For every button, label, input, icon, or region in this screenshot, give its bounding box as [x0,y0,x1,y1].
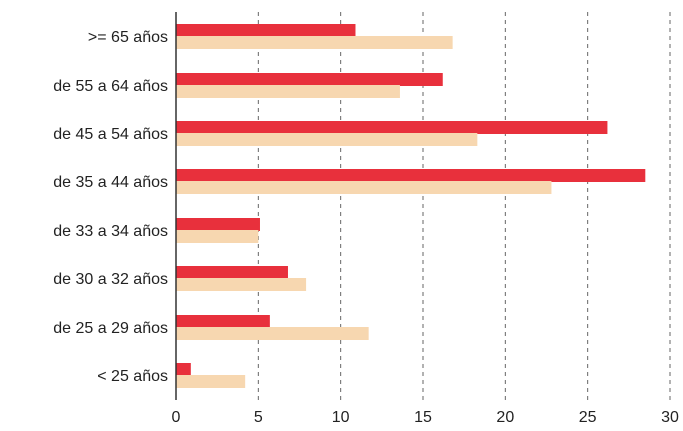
category-label: >= 65 años [88,29,168,46]
x-tick-label-15: 15 [414,409,432,426]
category-label: de 25 a 29 años [53,320,168,337]
category-label: de 55 a 64 años [53,78,168,95]
x-tick-label-25: 25 [579,409,597,426]
grid-lines [257,12,671,400]
bar-series-1-3 [176,169,646,182]
x-tick-label-5: 5 [254,409,263,426]
bar-series-2-1 [176,85,400,98]
x-tick-label-0: 0 [172,409,181,426]
category-label: de 33 a 34 años [53,223,168,240]
bar-series-2-7 [176,375,246,388]
bar-series-1-1 [176,73,443,86]
category-labels: >= 65 años de 55 a 64 años de 45 a 54 años… [53,29,168,385]
bar-series-1-6 [176,315,270,328]
bar-series-2-3 [176,181,552,194]
x-tick-labels: 0 5 10 15 20 25 30 [172,409,679,426]
x-tick-label-30: 30 [661,409,679,426]
bar-series-1-4 [176,218,260,231]
category-label: de 45 a 54 años [53,126,168,143]
bar-series-2-5 [176,278,307,291]
bar-series-2-0 [176,36,453,49]
bar-series-2-4 [176,230,259,243]
x-tick-label-20: 20 [496,409,514,426]
category-label: < 25 años [97,368,168,385]
x-tick-label-10: 10 [332,409,350,426]
bar-series-2-6 [176,327,369,340]
bars [176,24,646,388]
bar-series-1-5 [176,266,288,279]
bar-series-2-2 [176,133,478,146]
bar-series-1-0 [176,24,356,37]
bar-series-1-2 [176,121,608,134]
category-label: de 30 a 32 años [53,271,168,288]
category-label: de 35 a 44 años [53,174,168,191]
bar-series-1-7 [176,363,191,376]
